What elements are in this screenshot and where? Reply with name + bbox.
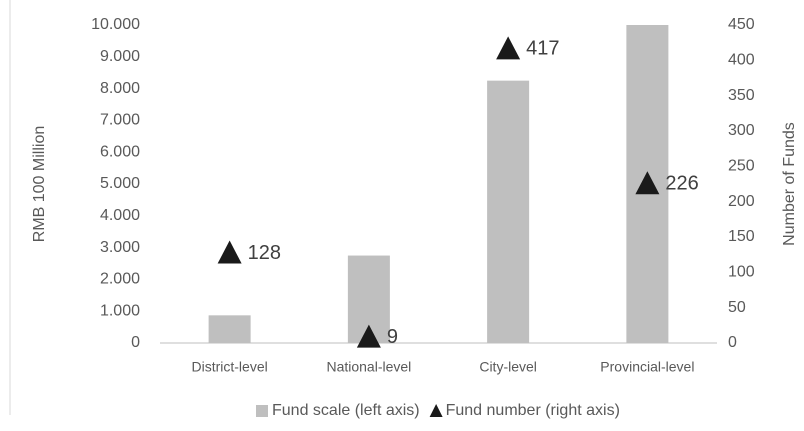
y2-tick-label: 250 bbox=[728, 158, 755, 175]
y-tick-label: 7.000 bbox=[100, 112, 140, 129]
y-tick-label: 0 bbox=[131, 334, 140, 351]
bar bbox=[208, 315, 251, 343]
triangle-marker bbox=[356, 324, 381, 348]
y2-tick-label: 400 bbox=[728, 52, 755, 69]
y2-axis-title: Number of Funds bbox=[781, 122, 798, 246]
y-tick-label: 6.000 bbox=[100, 143, 140, 160]
data-label: 226 bbox=[665, 173, 698, 195]
y-tick-label: 9.000 bbox=[100, 48, 140, 65]
y2-tick-label: 0 bbox=[728, 334, 737, 351]
y-tick-label: 5.000 bbox=[100, 175, 140, 192]
y-tick-label: 3.000 bbox=[100, 239, 140, 256]
y2-tick-label: 200 bbox=[728, 193, 755, 210]
triangle-marker bbox=[496, 36, 521, 60]
triangle-marker bbox=[217, 240, 242, 264]
y2-tick-label: 300 bbox=[728, 122, 755, 139]
y2-tick-label: 50 bbox=[728, 299, 746, 316]
y-tick-label: 1.000 bbox=[100, 302, 140, 319]
legend-label: Fund number (right axis) bbox=[446, 402, 620, 419]
y2-tick-label: 350 bbox=[728, 87, 755, 104]
legend-swatch bbox=[256, 405, 268, 417]
y-tick-label: 8.000 bbox=[100, 80, 140, 97]
data-label: 128 bbox=[248, 242, 281, 264]
y-tick-label: 4.000 bbox=[100, 207, 140, 224]
data-label: 9 bbox=[387, 326, 398, 348]
data-label: 417 bbox=[526, 38, 559, 60]
x-tick-label: National-level bbox=[326, 359, 411, 375]
y-axis-title: RMB 100 Million bbox=[31, 126, 48, 242]
legend-swatch bbox=[429, 404, 443, 417]
y2-tick-label: 100 bbox=[728, 264, 755, 281]
bar bbox=[487, 80, 530, 344]
y-tick-label: 2.000 bbox=[100, 271, 140, 288]
x-tick-label: Provincial-level bbox=[600, 359, 694, 375]
y-tick-label: 10.000 bbox=[91, 16, 140, 33]
triangle-marker bbox=[635, 171, 660, 195]
x-tick-label: City-level bbox=[479, 359, 537, 375]
x-tick-label: District-level bbox=[192, 359, 268, 375]
y2-tick-label: 150 bbox=[728, 228, 755, 245]
y2-tick-label: 450 bbox=[728, 16, 755, 33]
legend-label: Fund scale (left axis) bbox=[272, 402, 420, 419]
